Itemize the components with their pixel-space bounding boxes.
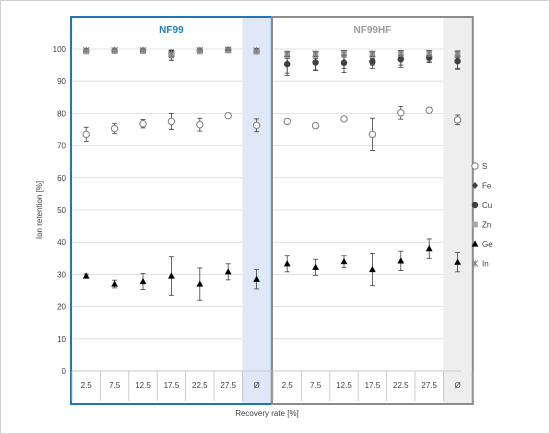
point-s <box>252 121 261 130</box>
x-tick-label: 7.5 <box>310 381 322 390</box>
point-cu <box>284 60 291 68</box>
point-in <box>397 49 405 57</box>
point-ge <box>82 272 90 279</box>
x-tick-label: 12.5 <box>135 381 151 390</box>
point-in <box>224 46 232 54</box>
legend-label: Fe <box>482 182 492 191</box>
point-ge <box>253 275 260 282</box>
x-tick-label: Ø <box>253 381 259 390</box>
y-tick-label: 70 <box>57 142 66 151</box>
y-axis-title: Ion retention [%] <box>35 181 44 239</box>
x-tick-label: 27.5 <box>421 381 437 390</box>
point-s <box>425 106 433 114</box>
axes: 0 10 20 30 40 50 60 70 80 90 100 2.5 7.5 12.5 17.5 22.5… <box>53 45 473 401</box>
point-s <box>196 120 204 129</box>
x-tick-label: 2.5 <box>81 381 93 390</box>
x-tick-label: 2.5 <box>282 381 294 390</box>
legend-marker-in <box>471 260 479 267</box>
point-in <box>196 46 204 54</box>
legend-marker-fe <box>472 182 478 189</box>
average-column-bg <box>242 17 271 404</box>
point-in <box>312 50 319 58</box>
y-tick-label: 50 <box>57 206 66 215</box>
y-tick-label: 60 <box>57 174 66 183</box>
point-ge <box>425 245 433 252</box>
point-ge <box>224 268 232 275</box>
point-in <box>139 46 147 54</box>
y-tick-label: 40 <box>57 238 66 247</box>
point-cu <box>454 58 461 65</box>
point-cu <box>397 56 404 63</box>
point-ge <box>168 272 175 279</box>
legend-label: Cu <box>482 201 492 210</box>
x-tick-label: Ø <box>454 381 460 390</box>
panel-title: NF99 <box>159 25 184 36</box>
legend: S Fe Cu Zn Ge In <box>471 162 493 269</box>
y-tick-label: 100 <box>53 45 67 54</box>
point-cu <box>312 59 319 66</box>
point-in <box>168 50 175 58</box>
point-cu <box>369 58 376 66</box>
point-ge <box>340 257 348 265</box>
y-tick-label: 80 <box>57 109 66 118</box>
point-s <box>283 117 291 126</box>
point-in <box>425 49 433 57</box>
average-column-bg <box>443 17 472 404</box>
x-tick-label: 22.5 <box>393 381 409 390</box>
x-tick-label: 12.5 <box>336 381 352 390</box>
x-tick-label: 27.5 <box>220 381 236 390</box>
legend-marker-ge <box>471 240 479 247</box>
point-s <box>167 117 176 126</box>
point-in <box>369 50 376 58</box>
panel-border <box>271 16 474 405</box>
x-tick-label: 17.5 <box>164 381 180 390</box>
point-s <box>340 115 348 123</box>
point-s <box>397 109 405 117</box>
y-tick-label: 20 <box>57 303 66 312</box>
panel-frames: NF99 NF99HF <box>70 16 474 405</box>
point-s <box>453 116 462 124</box>
legend-label: In <box>482 260 489 269</box>
point-ge <box>196 280 204 287</box>
point-s <box>139 120 147 128</box>
point-ge <box>283 260 291 267</box>
point-s <box>368 130 377 139</box>
point-s <box>311 121 320 130</box>
legend-label: S <box>482 162 487 171</box>
panel-title: NF99HF <box>354 25 392 36</box>
data-marks <box>82 46 462 301</box>
point-ge <box>312 263 319 270</box>
point-ge <box>369 265 376 273</box>
point-ge <box>397 257 405 264</box>
point-in <box>82 46 90 54</box>
legend-label: Ge <box>482 240 493 249</box>
y-tick-label: 0 <box>62 367 67 376</box>
point-cu <box>340 59 348 67</box>
legend-marker-zn <box>472 221 478 228</box>
x-tick-label: 17.5 <box>365 381 381 390</box>
x-tick-label: 22.5 <box>192 381 208 390</box>
y-tick-label: 30 <box>57 270 66 279</box>
x-axis-title: Recovery rate [%] <box>235 409 299 418</box>
point-ge <box>454 258 461 265</box>
point-in <box>340 49 348 57</box>
point-ge <box>139 277 147 285</box>
point-s <box>110 124 119 133</box>
point-in <box>454 50 461 58</box>
point-s <box>224 111 232 120</box>
average-column-highlights <box>242 17 472 404</box>
legend-marker-s <box>471 162 479 170</box>
x-tick-label: 7.5 <box>109 381 121 390</box>
legend-label: Zn <box>482 221 491 230</box>
point-in <box>111 46 118 54</box>
y-tick-label: 90 <box>57 77 66 86</box>
y-tick-label: 10 <box>57 335 66 344</box>
point-s <box>82 130 90 139</box>
legend-marker-cu <box>471 201 479 209</box>
point-ge <box>111 280 118 287</box>
point-in <box>253 47 260 55</box>
point-in <box>283 50 291 58</box>
